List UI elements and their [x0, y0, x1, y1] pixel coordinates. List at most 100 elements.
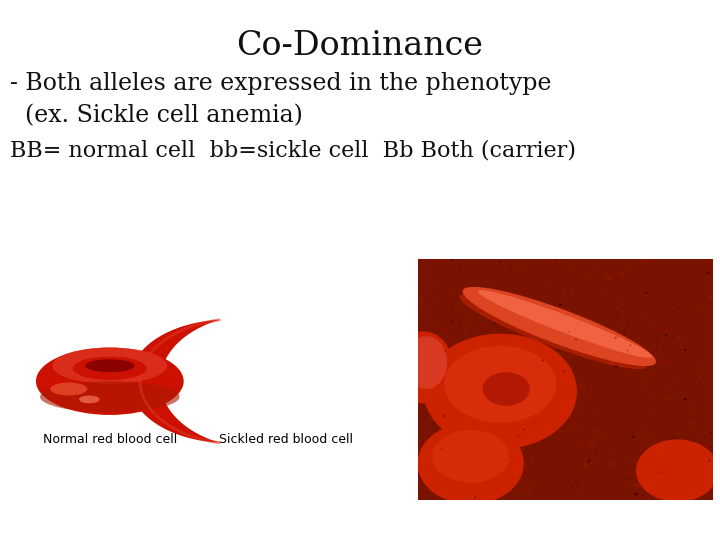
- Ellipse shape: [671, 481, 672, 482]
- Ellipse shape: [451, 320, 454, 322]
- Ellipse shape: [510, 314, 512, 315]
- Ellipse shape: [624, 451, 625, 453]
- Ellipse shape: [580, 319, 582, 321]
- Ellipse shape: [688, 421, 692, 424]
- Ellipse shape: [499, 261, 501, 262]
- Ellipse shape: [520, 267, 526, 273]
- Ellipse shape: [459, 293, 647, 369]
- Ellipse shape: [572, 486, 574, 488]
- Ellipse shape: [538, 343, 541, 346]
- Ellipse shape: [552, 325, 555, 328]
- Ellipse shape: [617, 301, 622, 305]
- Ellipse shape: [660, 467, 662, 468]
- Ellipse shape: [673, 437, 675, 438]
- Ellipse shape: [581, 420, 583, 421]
- Ellipse shape: [665, 334, 667, 336]
- Ellipse shape: [626, 443, 627, 444]
- Ellipse shape: [449, 341, 455, 346]
- Ellipse shape: [654, 437, 657, 440]
- Ellipse shape: [693, 295, 695, 296]
- Text: - Both alleles are expressed in the phenotype: - Both alleles are expressed in the phen…: [10, 72, 552, 95]
- Ellipse shape: [645, 468, 647, 469]
- Ellipse shape: [418, 423, 524, 504]
- Ellipse shape: [684, 450, 688, 454]
- Ellipse shape: [443, 415, 446, 417]
- Ellipse shape: [668, 490, 673, 493]
- Ellipse shape: [653, 327, 656, 329]
- Ellipse shape: [432, 260, 437, 264]
- Ellipse shape: [579, 400, 580, 401]
- Text: Co-Dominance: Co-Dominance: [236, 30, 484, 62]
- Ellipse shape: [424, 459, 426, 460]
- Ellipse shape: [696, 381, 701, 385]
- Ellipse shape: [575, 481, 578, 483]
- Ellipse shape: [600, 292, 605, 295]
- Ellipse shape: [445, 343, 449, 346]
- Ellipse shape: [436, 481, 437, 482]
- Ellipse shape: [660, 373, 663, 376]
- Ellipse shape: [427, 360, 429, 362]
- Ellipse shape: [710, 431, 711, 433]
- Ellipse shape: [429, 404, 434, 408]
- Ellipse shape: [649, 392, 654, 397]
- Ellipse shape: [552, 300, 553, 301]
- Ellipse shape: [598, 434, 603, 437]
- Ellipse shape: [544, 395, 547, 397]
- Ellipse shape: [649, 444, 654, 447]
- Ellipse shape: [598, 431, 601, 434]
- Ellipse shape: [553, 488, 554, 489]
- Ellipse shape: [505, 346, 508, 348]
- Ellipse shape: [568, 331, 570, 333]
- Ellipse shape: [428, 288, 431, 291]
- Ellipse shape: [665, 395, 671, 401]
- Ellipse shape: [661, 450, 662, 451]
- Ellipse shape: [492, 337, 495, 339]
- Ellipse shape: [678, 464, 680, 465]
- Ellipse shape: [680, 313, 682, 314]
- Ellipse shape: [567, 354, 573, 359]
- Polygon shape: [129, 320, 219, 443]
- Ellipse shape: [421, 290, 423, 292]
- Ellipse shape: [588, 460, 590, 462]
- Ellipse shape: [590, 461, 594, 464]
- Ellipse shape: [415, 360, 422, 365]
- Ellipse shape: [483, 339, 486, 341]
- Ellipse shape: [534, 460, 537, 462]
- Ellipse shape: [703, 368, 706, 370]
- Ellipse shape: [620, 320, 626, 326]
- Ellipse shape: [438, 310, 442, 314]
- Ellipse shape: [435, 411, 441, 416]
- Ellipse shape: [79, 395, 99, 403]
- Ellipse shape: [690, 411, 696, 416]
- Ellipse shape: [486, 338, 490, 341]
- Ellipse shape: [431, 413, 433, 415]
- Ellipse shape: [570, 264, 572, 265]
- Ellipse shape: [453, 307, 459, 312]
- Ellipse shape: [494, 377, 500, 382]
- Ellipse shape: [529, 487, 532, 489]
- Ellipse shape: [461, 328, 467, 333]
- Ellipse shape: [690, 421, 697, 426]
- Ellipse shape: [519, 427, 526, 432]
- Ellipse shape: [575, 440, 580, 443]
- Ellipse shape: [523, 379, 530, 385]
- Ellipse shape: [501, 403, 508, 409]
- Ellipse shape: [427, 336, 428, 338]
- Ellipse shape: [495, 338, 500, 343]
- Ellipse shape: [439, 365, 446, 370]
- Ellipse shape: [526, 383, 529, 386]
- Ellipse shape: [689, 268, 690, 269]
- Ellipse shape: [580, 284, 583, 286]
- Ellipse shape: [459, 379, 464, 383]
- Ellipse shape: [626, 264, 633, 269]
- Ellipse shape: [480, 413, 482, 414]
- Ellipse shape: [698, 335, 701, 336]
- Ellipse shape: [567, 293, 569, 295]
- Ellipse shape: [666, 472, 669, 475]
- Ellipse shape: [652, 480, 656, 483]
- Ellipse shape: [500, 374, 505, 379]
- Ellipse shape: [652, 445, 658, 450]
- Ellipse shape: [642, 346, 644, 347]
- Ellipse shape: [636, 482, 642, 487]
- Ellipse shape: [623, 307, 624, 308]
